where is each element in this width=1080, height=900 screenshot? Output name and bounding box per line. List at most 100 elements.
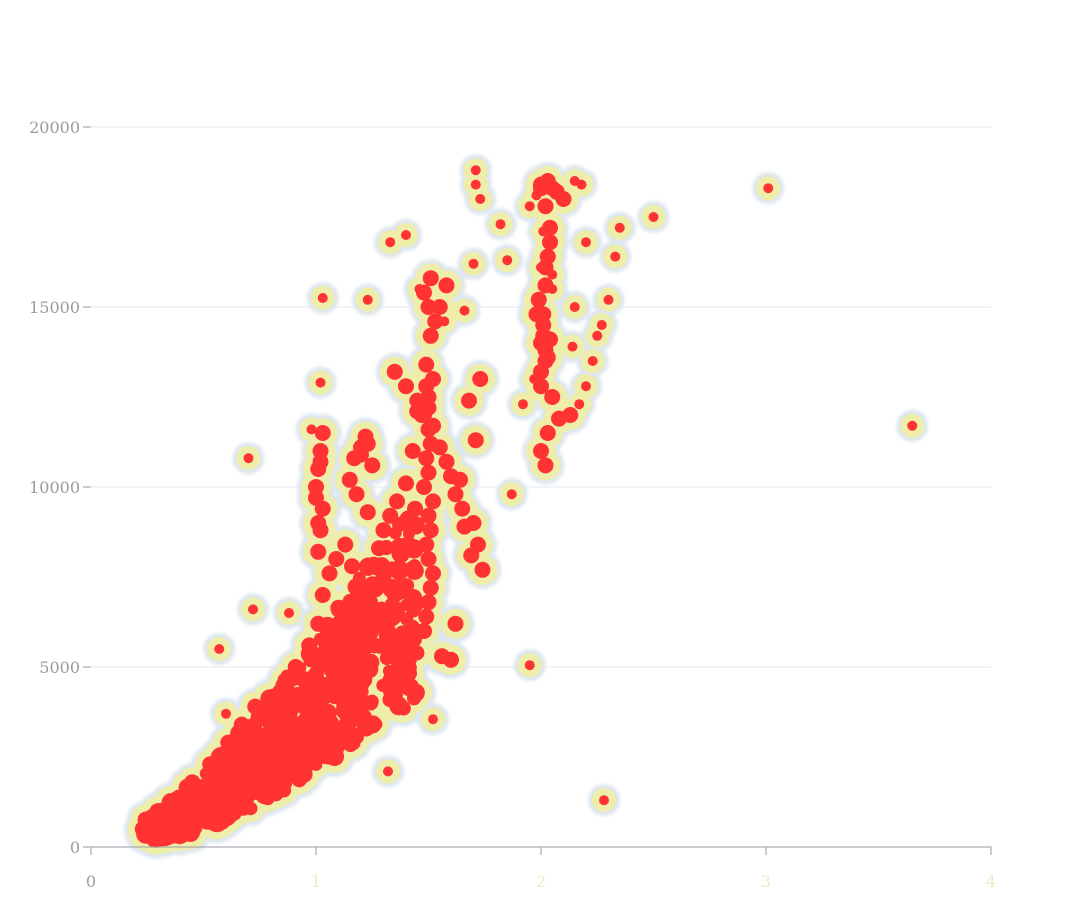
heat-point [463,547,480,564]
x-tick-label: 4 [986,872,996,891]
heat-point [418,608,435,625]
heat-point [203,809,213,820]
heat-point [314,425,331,441]
heat-point [420,507,437,524]
heat-point [164,801,180,818]
heat-point [314,587,331,603]
heat-point [537,198,554,215]
heat-point [357,623,374,639]
heat-point [375,569,392,585]
heat-point [422,579,439,596]
heat-point [327,721,344,738]
heat-point [382,683,399,700]
y-tick-label: 5000 [39,658,80,677]
heat-point [454,500,471,517]
heat-point [596,320,607,330]
heat-point [312,453,329,470]
heat-point [470,179,481,190]
x-tick-label: 0 [86,872,96,891]
heat-point [406,500,424,517]
heat-point [313,632,327,646]
y-tick-label: 10000 [29,478,80,497]
heat-point [389,560,410,581]
heat-point [425,417,441,434]
heat-point [569,302,580,312]
heat-point [364,457,381,474]
heat-point [272,686,291,706]
heat-point [581,381,591,392]
heat-point [317,293,328,303]
heat-point [260,692,275,706]
heat-point [342,730,353,741]
heat-point [209,774,225,791]
heat-point [337,536,354,553]
heat-point [533,443,549,459]
heat-point [332,740,345,754]
heat-point [324,687,335,698]
heat-point [216,812,231,828]
heat-core-layer [134,165,918,848]
heat-point [214,644,225,654]
heat-point [438,277,455,294]
heat-point [275,678,289,692]
heat-point [403,588,423,608]
heat-point [301,637,318,654]
heat-point [420,551,437,567]
heat-point [328,551,345,567]
heat-point [468,258,479,269]
heat-point [603,294,614,305]
heat-point [202,756,219,773]
heat-point [542,234,558,251]
heat-point [363,715,382,734]
heat-point [420,594,437,611]
heat-point [581,237,591,248]
heat-point [262,772,276,786]
heat-point [185,813,195,824]
heat-point [410,406,420,417]
heat-point [648,212,659,222]
heat-point [427,313,444,330]
heat-point [310,615,327,632]
heat-point [315,377,326,388]
heat-point [422,327,439,344]
heat-point [388,695,406,713]
y-tick-label: 0 [70,838,80,857]
heat-point [459,305,470,316]
heat-point [365,694,379,708]
heat-point [475,194,486,204]
heat-point [222,763,239,780]
heat-point [398,648,414,665]
heat-point [420,299,437,315]
heat-point [341,471,358,488]
heat-point [248,604,258,615]
heat-point [431,439,448,456]
heat-point [220,734,237,751]
heat-point [431,299,448,315]
heat-point [371,540,387,557]
heat-point [416,623,432,639]
heat-point [236,752,252,769]
heat-point [251,759,268,776]
heat-point [382,507,399,524]
heat-point [285,727,302,744]
heat-point [375,522,392,539]
heat-point [452,471,468,488]
heat-point [447,486,464,503]
heat-point [530,291,547,308]
heat-point [763,183,774,194]
heat-point [567,341,578,352]
heat-point [538,226,549,237]
heat-point [310,543,327,560]
heat-point [293,745,308,760]
heat-point [420,464,437,481]
heat-point [428,273,438,284]
y-tick-labels: 0 5000 10000 15000 20000 [29,118,80,857]
heat-point [321,565,338,582]
heat-point [418,356,435,373]
heat-point [388,601,406,619]
heat-point [366,558,383,575]
heat-point [495,219,506,230]
heat-point [267,725,284,742]
heat-point [474,561,491,578]
heat-point [587,356,598,366]
